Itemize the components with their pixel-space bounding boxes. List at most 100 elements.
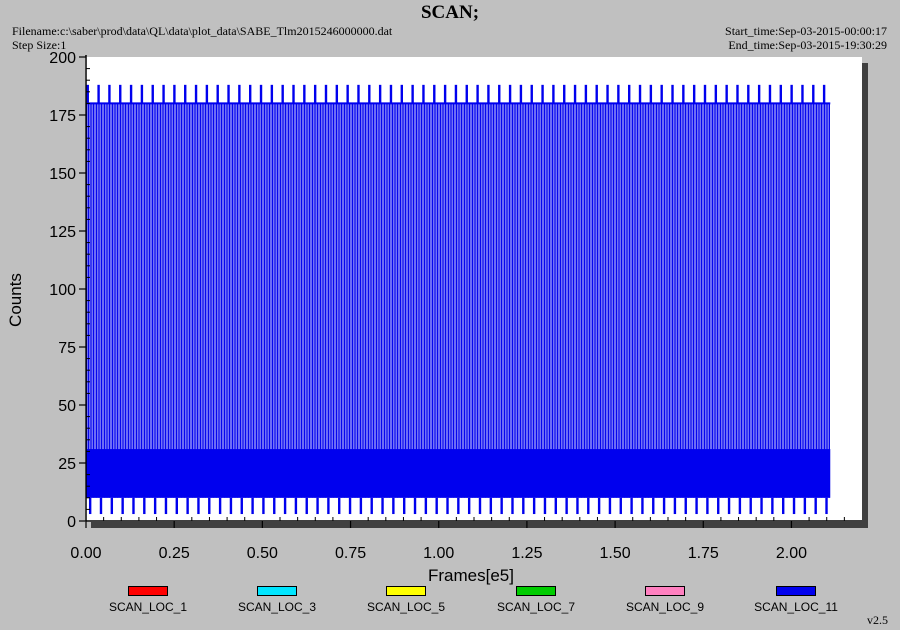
series-peak: [238, 84, 241, 104]
legend-swatch: [645, 586, 685, 596]
series-peak: [194, 84, 198, 104]
series-dip: [402, 497, 406, 515]
series-peak: [638, 84, 642, 104]
series-peak: [822, 84, 826, 104]
series-peak: [86, 84, 89, 104]
x-tick-label: 1.50: [600, 545, 631, 562]
legend-item-scan-loc-9: SCAN_LOC_9: [605, 586, 725, 614]
filename-text: Filename:c:\saber\prod\data\QL\data\plot…: [12, 24, 393, 38]
legend-label: SCAN_LOC_7: [496, 600, 576, 614]
series-peak: [119, 84, 122, 104]
legend-label: SCAN_LOC_9: [625, 600, 705, 614]
series-dip: [619, 497, 622, 515]
legend-item-scan-loc-11: SCAN_LOC_11: [736, 586, 856, 614]
series-dip: [229, 497, 233, 515]
series-dip: [327, 497, 330, 515]
series-peak: [129, 84, 133, 104]
series-peak: [552, 84, 555, 104]
series-peak: [108, 84, 111, 104]
series-dip: [273, 497, 276, 515]
series-dip: [814, 497, 817, 515]
series-dip: [359, 497, 363, 515]
legend-swatch: [128, 586, 168, 596]
series-peak: [498, 84, 501, 104]
series-peak: [563, 84, 566, 104]
series-peak: [812, 84, 815, 104]
series-peak: [736, 84, 739, 104]
series-peak: [378, 84, 382, 104]
series-dip: [825, 497, 828, 515]
series-peak: [530, 84, 533, 104]
series-peak: [801, 84, 804, 104]
series-peak: [324, 84, 328, 104]
legend-swatch: [516, 586, 556, 596]
series-peak: [227, 84, 230, 104]
series-dip: [554, 497, 557, 515]
series-dip: [262, 497, 265, 515]
series-dip: [305, 497, 308, 515]
series-peak: [671, 84, 674, 104]
series-dip: [738, 497, 742, 515]
series-dip: [597, 497, 601, 515]
series-peak: [617, 84, 620, 104]
series-peak: [757, 84, 761, 104]
series-dip: [240, 497, 243, 515]
y-tick-label: 75: [58, 340, 76, 357]
series-peak: [292, 84, 295, 104]
series-dip: [706, 497, 709, 515]
series-peak: [476, 84, 479, 104]
series-dip: [218, 497, 222, 515]
series-dip: [608, 497, 612, 515]
series-peak: [779, 84, 783, 104]
series-peak: [433, 84, 436, 104]
series-dip: [641, 497, 644, 515]
series-peak: [768, 84, 772, 104]
series-dip: [175, 497, 178, 515]
series-dip: [500, 497, 503, 515]
legend-swatch: [257, 586, 297, 596]
series-dip: [251, 497, 254, 515]
legend-label: SCAN_LOC_5: [366, 600, 446, 614]
series-dip: [316, 497, 319, 515]
y-tick-label: 175: [49, 108, 76, 125]
legend-item-scan-loc-3: SCAN_LOC_3: [217, 586, 337, 614]
y-tick-label: 25: [58, 456, 76, 473]
series-peak: [682, 84, 685, 104]
series-peak: [303, 84, 306, 104]
series-peak: [649, 84, 653, 104]
series-peak: [313, 84, 317, 104]
y-tick-label: 50: [58, 398, 76, 415]
legend: SCAN_LOC_1 SCAN_LOC_3 SCAN_LOC_5 SCAN_LO…: [0, 586, 900, 620]
series-peak: [357, 84, 360, 104]
legend-item-scan-loc-7: SCAN_LOC_7: [476, 586, 596, 614]
series-dip: [283, 497, 287, 515]
series-dip: [392, 497, 395, 515]
series-dip: [186, 497, 189, 515]
x-tick-label: 0.75: [335, 545, 366, 562]
series-dip: [370, 497, 373, 515]
series-dip: [695, 497, 698, 515]
series-dip: [348, 497, 352, 515]
series-peak: [389, 84, 393, 104]
series-dip: [489, 497, 493, 515]
series-peak: [184, 84, 187, 104]
series-dip: [662, 497, 666, 515]
series-peak: [205, 84, 209, 104]
legend-swatch: [386, 586, 426, 596]
series-dip: [760, 497, 763, 515]
chart-title: SCAN;: [420, 2, 480, 23]
x-tick-label: 0.50: [247, 545, 278, 562]
series-peak: [151, 84, 154, 104]
series-peak: [508, 84, 512, 104]
series-dip: [457, 497, 460, 515]
series-dip: [803, 497, 807, 515]
series-peak: [368, 84, 371, 104]
series-dip: [143, 497, 146, 515]
legend-item-scan-loc-5: SCAN_LOC_5: [346, 586, 466, 614]
series-peak: [216, 84, 219, 104]
series-dip: [576, 497, 579, 515]
series-peak: [259, 84, 263, 104]
legend-item-scan-loc-1: SCAN_LOC_1: [88, 586, 208, 614]
version-label: v2.5: [867, 613, 888, 627]
series-peak: [443, 84, 447, 104]
